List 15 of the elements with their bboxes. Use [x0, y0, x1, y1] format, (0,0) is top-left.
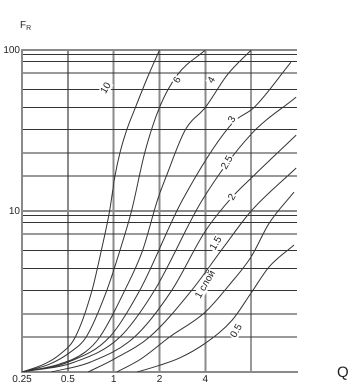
annotation: 0.5: [228, 322, 246, 340]
x-tick-label: 2: [156, 374, 163, 385]
annotation: 6: [171, 74, 184, 86]
annotation: 2: [226, 192, 239, 202]
annotation: 2.5: [219, 154, 236, 172]
x-tick-label: 1: [110, 374, 117, 385]
annotation: 4: [206, 74, 218, 86]
x-tick-label: 4: [202, 374, 209, 385]
x-tick-label: 0.5: [60, 374, 76, 385]
y-tick-label: 100: [3, 44, 20, 56]
x-tick-label: 0.25: [12, 374, 32, 385]
annotation: 1.5: [208, 234, 225, 252]
annotation: 3: [226, 114, 239, 125]
x-axis-title: Q: [337, 364, 349, 381]
annotation: 10: [98, 80, 114, 96]
